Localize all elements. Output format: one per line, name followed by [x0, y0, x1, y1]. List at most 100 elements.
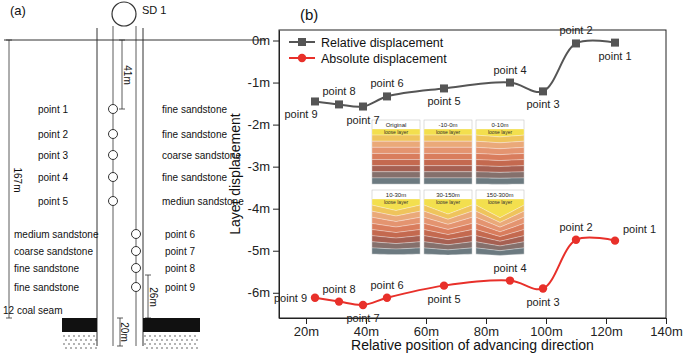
tick-label: -5m [248, 243, 270, 258]
dimension-label: 41m [122, 65, 133, 84]
dimension-tick [6, 40, 12, 41]
tick-label: -6m [248, 285, 270, 300]
floor-rock [78, 343, 80, 345]
point-label: point 8 [322, 85, 355, 97]
inset-layer [424, 147, 472, 153]
floor-rock [176, 339, 178, 341]
data-point [383, 92, 391, 100]
tick-mark [606, 318, 607, 324]
inset-layer [372, 129, 420, 135]
inset-layer [424, 153, 472, 159]
inset-panel [372, 120, 420, 184]
floor-rock [169, 335, 171, 337]
coal-seam-label: 12 coal seam [3, 305, 62, 316]
inset-layer [476, 248, 524, 256]
cable [136, 26, 137, 346]
measurement-point [132, 283, 141, 292]
panel-label: (a) [10, 3, 26, 18]
floor-rock [85, 347, 87, 349]
axis-line [279, 31, 280, 319]
floor-rock [93, 343, 95, 345]
inset-title: 150-300m [486, 192, 513, 198]
inset-layer [372, 153, 420, 159]
floor-rock [68, 335, 70, 337]
point-label: point 9 [284, 108, 317, 120]
inset-layer [424, 135, 472, 141]
inset-layer-label: loose layer [488, 199, 513, 205]
plot-frame [279, 30, 666, 318]
inset-layer [372, 135, 420, 141]
tick: -4m [248, 201, 279, 216]
floor-rock [164, 335, 166, 337]
dimension-label: 167m [12, 167, 23, 192]
floor-rock [194, 343, 196, 345]
inset: Originalloose layer-10-0mloose layer0-10… [372, 120, 524, 255]
floor-rock [144, 335, 146, 337]
inset-panel [424, 120, 472, 184]
data-point [506, 276, 514, 284]
point-label: point 7 [346, 114, 379, 126]
floor-rock [191, 339, 193, 341]
floor-rock [154, 343, 156, 345]
dimension-tick [6, 318, 12, 319]
measurement-point [109, 105, 118, 114]
floor-rock [184, 343, 186, 345]
point-label: point 5 [38, 196, 68, 207]
point-label: point 5 [427, 95, 460, 107]
tick: -1m [248, 75, 279, 90]
inset-layer-label: loose layer [436, 199, 461, 205]
floor-rock [78, 335, 80, 337]
inset-layer [372, 248, 420, 255]
point-label: point 4 [38, 172, 68, 183]
floor-rock [95, 347, 97, 349]
stratum-label: fine sandstone [14, 263, 79, 274]
inset-title: 0-10m [491, 122, 508, 128]
floor-rock [83, 343, 85, 345]
stratum-label: fine sandstone [14, 282, 79, 293]
series-line [315, 41, 615, 107]
data-point [539, 87, 547, 95]
floor-rock [184, 335, 186, 337]
inset-layer [476, 172, 524, 179]
point-label: point 8 [322, 283, 355, 295]
chart-title: (b) [300, 6, 318, 23]
inset-panel [372, 190, 420, 254]
inset-layer [372, 242, 420, 249]
floor-rock [161, 347, 163, 349]
point-label: point 4 [493, 64, 526, 76]
floor-rock [65, 339, 67, 341]
coal-seam [143, 318, 200, 332]
floor-rock [93, 335, 95, 337]
dimension-label: 26m [148, 287, 159, 306]
floor-rock [174, 343, 176, 345]
inset-layer [372, 160, 420, 166]
data-point [383, 294, 391, 302]
tick-mark [273, 41, 279, 42]
stratum-label: coarse sandstone [14, 246, 93, 257]
floor-rock [159, 335, 161, 337]
floor-rock [95, 339, 97, 341]
floor-rock [90, 339, 92, 341]
floor-rock [80, 347, 82, 349]
floor-rock [171, 339, 173, 341]
floor-rock [63, 335, 65, 337]
dimension-tick [119, 40, 125, 41]
inset-layer [372, 147, 420, 153]
inset-title: Original [386, 122, 407, 128]
floor-rock [179, 343, 181, 345]
floor-rock [169, 343, 171, 345]
tick-label: -3m [248, 159, 270, 174]
floor-rock [73, 335, 75, 337]
floor-rock [146, 339, 148, 341]
chart: (b)20m40m60m80m100m120m140m0m-1m-2m-3m-4… [227, 6, 683, 353]
floor-rock [80, 339, 82, 341]
floor-rock [149, 335, 151, 337]
tick: 0m [252, 33, 279, 48]
floor-rock [159, 343, 161, 345]
inset-layer [476, 166, 524, 173]
tick-mark [273, 83, 279, 84]
floor-rock [179, 335, 181, 337]
measurement-point [132, 247, 141, 256]
inset-layer [424, 248, 472, 255]
tick: -2m [248, 117, 279, 132]
